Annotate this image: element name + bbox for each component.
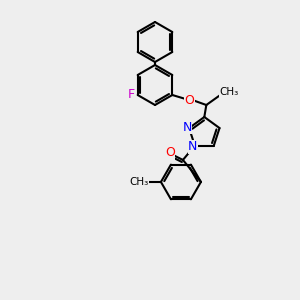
Text: N: N bbox=[188, 140, 198, 153]
Text: F: F bbox=[128, 88, 135, 101]
Text: O: O bbox=[184, 94, 194, 106]
Text: O: O bbox=[165, 146, 175, 159]
Text: CH₃: CH₃ bbox=[129, 177, 148, 187]
Text: CH₃: CH₃ bbox=[220, 87, 239, 97]
Text: N: N bbox=[182, 121, 192, 134]
